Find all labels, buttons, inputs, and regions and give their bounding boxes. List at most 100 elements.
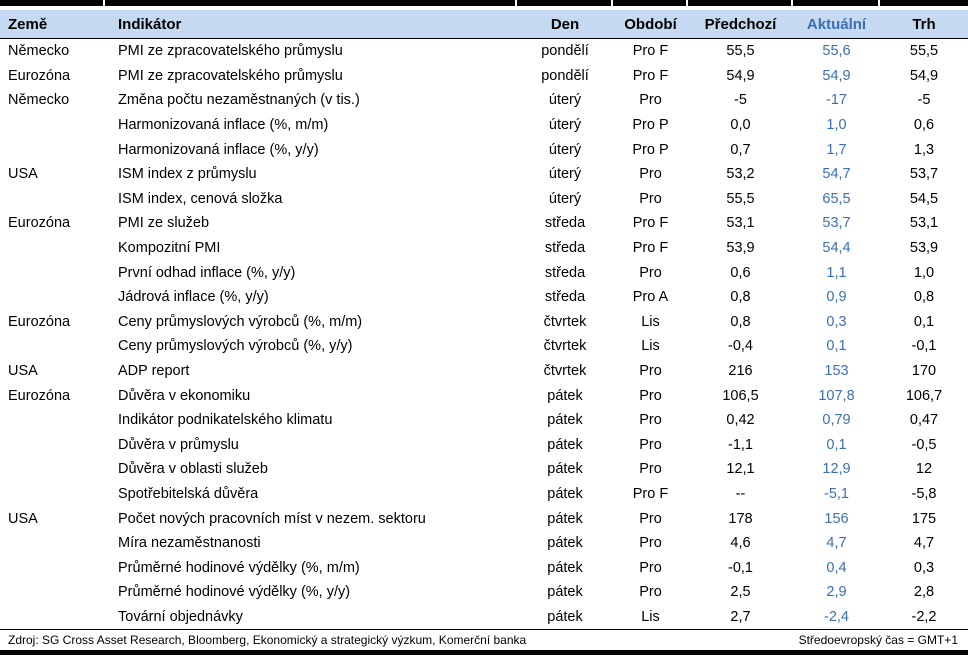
previous-cell: 216 <box>728 363 753 380</box>
table-row: Jádrová inflace (%, y/y) středa Pro A 0,8 0,… <box>0 285 968 310</box>
table-row: Průměrné hodinové výdělky (%, y/y) pátek P… <box>0 580 968 605</box>
day-cell: pátek <box>547 412 583 429</box>
table-row: Harmonizovaná inflace (%, m/m) úterý Pro P… <box>0 113 968 138</box>
period-cell: Lis <box>641 338 660 355</box>
period-cell: Pro <box>639 461 662 478</box>
table-row: Harmonizovaná inflace (%, y/y) úterý Pro P… <box>0 137 968 162</box>
table-row: Německo Změna počtu nezaměstnaných (v tis… <box>0 88 968 113</box>
previous-cell: 0,0 <box>730 117 751 134</box>
market-cell: 54,5 <box>909 190 939 207</box>
previous-cell: -1,1 <box>728 436 753 453</box>
market-cell: -5 <box>917 92 931 109</box>
indicator-cell: Ceny průmyslových výrobců (%, y/y) <box>118 338 353 355</box>
previous-cell: 4,6 <box>730 535 751 552</box>
actual-cell: 4,7 <box>826 535 847 552</box>
previous-cell: 2,5 <box>730 584 751 601</box>
actual-cell: 0,1 <box>826 436 847 453</box>
indicator-cell: Jádrová inflace (%, y/y) <box>118 289 269 306</box>
period-cell: Pro P <box>632 141 669 158</box>
indicator-cell: ADP report <box>118 363 190 380</box>
previous-cell: 53,2 <box>726 166 755 183</box>
period-cell: Pro F <box>632 67 669 84</box>
top-border-segment <box>517 0 611 6</box>
period-cell: Pro F <box>632 215 669 232</box>
previous-cell: 53,1 <box>726 215 755 232</box>
country-cell: Německo <box>8 92 70 109</box>
actual-cell: 153 <box>824 363 849 380</box>
period-cell: Pro <box>639 92 662 109</box>
previous-cell: 0,6 <box>730 264 751 281</box>
indicator-cell: Důvěra v průmyslu <box>118 436 239 453</box>
indicator-cell: Důvěra v oblasti služeb <box>118 461 268 478</box>
day-cell: pátek <box>547 485 583 502</box>
table-bottom-border <box>0 650 968 655</box>
day-cell: úterý <box>548 190 582 207</box>
day-cell: pátek <box>547 584 583 601</box>
market-cell: 55,5 <box>909 43 939 60</box>
day-cell: středa <box>544 240 586 257</box>
market-cell: 4,7 <box>913 535 935 552</box>
table-row: USA ADP report čtvrtek Pro 216 153 170 <box>0 359 968 384</box>
actual-cell: 0,3 <box>826 313 847 330</box>
actual-cell: -17 <box>826 92 847 109</box>
table-row: Ceny průmyslových výrobců (%, y/y) čtvrte… <box>0 334 968 359</box>
day-cell: úterý <box>548 92 582 109</box>
table-row: USA Počet nových pracovních míst v nezem.… <box>0 506 968 531</box>
market-cell: 170 <box>911 363 937 380</box>
country-cell: USA <box>8 166 38 183</box>
day-cell: úterý <box>548 166 582 183</box>
previous-cell: -- <box>735 485 746 502</box>
previous-cell: 12,1 <box>726 461 755 478</box>
table-row: Průměrné hodinové výdělky (%, m/m) pátek P… <box>0 555 968 580</box>
indicator-cell: Míra nezaměstnanosti <box>118 535 261 552</box>
column-header-actual: Aktuální <box>806 15 867 33</box>
period-cell: Pro F <box>632 485 669 502</box>
market-cell: -2,2 <box>911 608 937 625</box>
top-border-gap <box>0 6 968 10</box>
day-cell: čtvrtek <box>543 338 587 355</box>
indicator-cell: Spotřebitelská důvěra <box>118 485 259 502</box>
table-row: Spotřebitelská důvěra pátek Pro F -- -5,1 -5,… <box>0 482 968 507</box>
day-cell: pátek <box>547 461 583 478</box>
table-row: USA ISM index z průmyslu úterý Pro 53,2 54,7 5… <box>0 162 968 187</box>
column-header-market: Trh <box>912 15 936 33</box>
top-border-segment <box>0 0 103 6</box>
market-cell: 54,9 <box>909 67 939 84</box>
table-row: Důvěra v oblasti služeb pátek Pro 12,1 12,9 1… <box>0 457 968 482</box>
day-cell: pátek <box>547 436 583 453</box>
day-cell: pátek <box>547 510 583 527</box>
period-cell: Pro <box>639 559 662 576</box>
period-cell: Pro P <box>632 117 669 134</box>
market-cell: -0,5 <box>911 436 937 453</box>
top-border-segment <box>105 0 515 6</box>
country-cell: USA <box>8 510 38 527</box>
indicator-cell: Harmonizovaná inflace (%, y/y) <box>118 141 319 158</box>
previous-cell: 0,42 <box>726 412 755 429</box>
country-cell: Německo <box>8 43 70 60</box>
market-cell: 0,47 <box>909 412 939 429</box>
table-row: Eurozóna Důvěra v ekonomiku pátek Pro 106,5 1… <box>0 383 968 408</box>
table-footer: Zdroj: SG Cross Asset Research, Bloomber… <box>0 629 968 650</box>
period-cell: Pro <box>639 264 662 281</box>
day-cell: pátek <box>547 387 583 404</box>
previous-cell: 55,5 <box>726 190 755 207</box>
previous-cell: 178 <box>728 510 753 527</box>
indicator-cell: Počet nových pracovních míst v nezem. se… <box>118 510 426 527</box>
indicator-cell: Důvěra v ekonomiku <box>118 387 251 404</box>
previous-cell: -5 <box>734 92 747 109</box>
market-cell: 1,3 <box>913 141 935 158</box>
market-cell: 53,1 <box>909 215 939 232</box>
day-cell: pátek <box>547 608 583 625</box>
previous-cell: 54,9 <box>726 67 755 84</box>
market-cell: 175 <box>911 510 937 527</box>
period-cell: Pro <box>639 535 662 552</box>
actual-cell: -5,1 <box>824 485 849 502</box>
previous-cell: 2,7 <box>730 608 751 625</box>
previous-cell: 53,9 <box>726 240 755 257</box>
indicator-cell: PMI ze zpracovatelského průmyslu <box>118 43 343 60</box>
top-border-segment <box>880 0 968 6</box>
period-cell: Pro F <box>632 43 669 60</box>
top-border-segment <box>688 0 791 6</box>
actual-cell: 107,8 <box>818 387 855 404</box>
table-row: Eurozóna Ceny průmyslových výrobců (%, m/… <box>0 310 968 335</box>
